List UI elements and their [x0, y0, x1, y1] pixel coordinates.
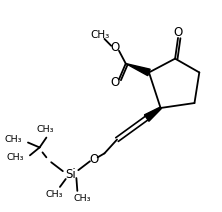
Text: Si: Si [65, 168, 76, 181]
Text: CH₃: CH₃ [37, 125, 54, 134]
Text: CH₃: CH₃ [7, 153, 24, 162]
Text: CH₃: CH₃ [73, 194, 91, 203]
Text: O: O [89, 153, 98, 166]
Text: CH₃: CH₃ [5, 135, 22, 144]
Polygon shape [145, 107, 161, 121]
Text: CH₃: CH₃ [45, 190, 63, 199]
Text: O: O [111, 76, 120, 89]
Text: O: O [111, 41, 120, 54]
Text: O: O [173, 26, 183, 39]
Text: CH₃: CH₃ [90, 30, 109, 40]
Polygon shape [126, 64, 150, 76]
